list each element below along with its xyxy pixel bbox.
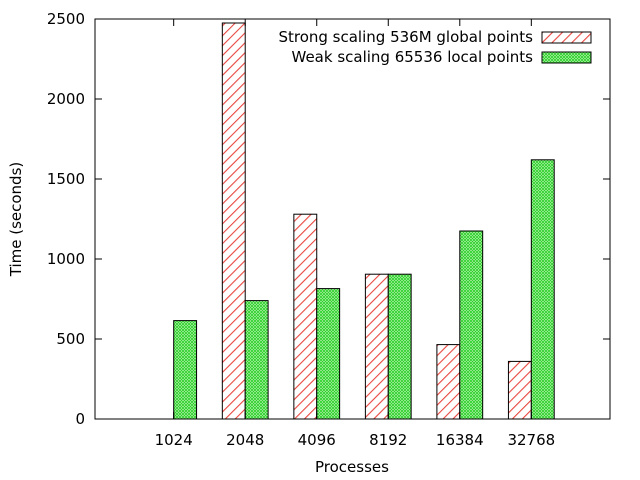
bar-strong-4096 [293, 213, 318, 420]
bar-strong-32768 [507, 360, 532, 420]
x-axis-label: Processes [315, 458, 389, 476]
x-tick-label: 2048 [226, 431, 264, 449]
y-axis-label: Time (seconds) [7, 162, 25, 278]
x-tick-label: 32768 [507, 431, 555, 449]
legend-label-strong: Strong scaling 536M global points [278, 28, 533, 46]
y-tick-label: 500 [56, 330, 85, 348]
y-tick-label: 2000 [47, 90, 85, 108]
y-tick-label: 1500 [47, 170, 85, 188]
bar-strong-16384 [436, 344, 461, 420]
x-tick-label: 16384 [436, 431, 484, 449]
bar-weak-4096 [316, 288, 341, 420]
bar-weak-32768 [530, 159, 555, 420]
bar-strong-8192 [364, 273, 389, 420]
bars-group [173, 22, 555, 420]
legend-label-weak: Weak scaling 65536 local points [292, 48, 534, 66]
legend-swatch-strong [541, 31, 592, 44]
y-tick-label: 2500 [47, 10, 85, 28]
x-tick-label: 4096 [298, 431, 336, 449]
y-tick-label: 0 [75, 410, 85, 428]
bar-weak-1024 [173, 320, 198, 420]
x-tick-label: 1024 [155, 431, 193, 449]
plot-frame [94, 18, 611, 420]
legend: Strong scaling 536M global points Weak sc… [278, 28, 592, 66]
bar-weak-8192 [387, 273, 412, 420]
bar-weak-16384 [459, 230, 484, 420]
x-tick-label: 8192 [369, 431, 407, 449]
bar-strong-2048 [221, 22, 246, 420]
legend-swatch-weak [541, 51, 592, 64]
y-tick-label: 1000 [47, 250, 85, 268]
bar-weak-2048 [244, 300, 269, 420]
axes: 0 500 1000 1500 2000 2500 1024 2048 4096 8192 1638… [47, 10, 611, 449]
